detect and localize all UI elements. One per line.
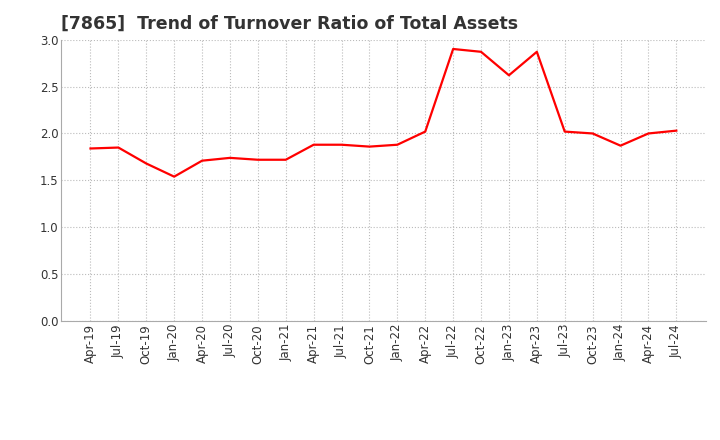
Text: [7865]  Trend of Turnover Ratio of Total Assets: [7865] Trend of Turnover Ratio of Total … bbox=[61, 15, 518, 33]
